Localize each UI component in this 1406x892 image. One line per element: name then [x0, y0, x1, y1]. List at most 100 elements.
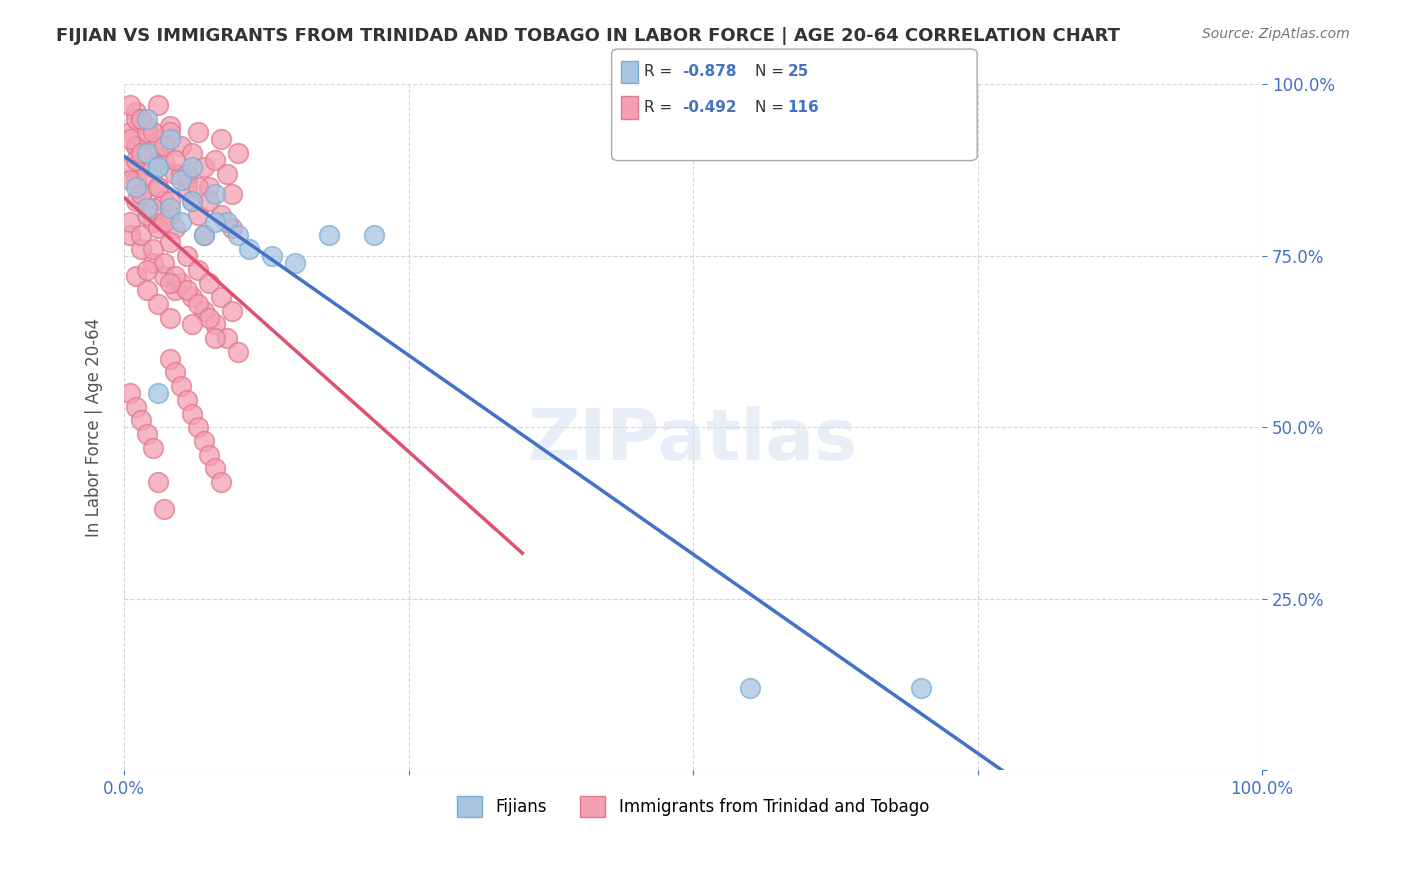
Point — [129, 146, 152, 161]
Point — [118, 214, 141, 228]
Point — [129, 228, 152, 243]
Point — [148, 297, 170, 311]
Point — [176, 283, 198, 297]
Point — [198, 310, 221, 325]
Point — [198, 194, 221, 208]
Point — [135, 167, 157, 181]
Point — [153, 214, 176, 228]
Point — [193, 434, 215, 448]
Point — [159, 208, 181, 222]
Point — [176, 249, 198, 263]
Point — [142, 242, 165, 256]
Point — [181, 194, 204, 208]
Point — [124, 180, 146, 194]
Point — [165, 221, 187, 235]
Point — [176, 180, 198, 194]
Point — [135, 153, 157, 167]
Point — [124, 153, 146, 167]
Point — [181, 407, 204, 421]
Point — [124, 173, 146, 187]
Point — [215, 167, 238, 181]
Point — [176, 392, 198, 407]
Point — [193, 228, 215, 243]
Point — [142, 160, 165, 174]
Point — [209, 208, 232, 222]
Point — [135, 201, 157, 215]
Point — [176, 173, 198, 187]
Point — [124, 139, 146, 153]
Point — [226, 228, 249, 243]
Text: R =: R = — [644, 64, 678, 78]
Point — [153, 502, 176, 516]
Point — [124, 400, 146, 414]
Point — [170, 173, 193, 187]
Point — [238, 242, 260, 256]
Point — [209, 132, 232, 146]
Point — [318, 228, 340, 243]
Point — [181, 290, 204, 304]
Point — [135, 146, 157, 161]
Point — [215, 331, 238, 345]
Point — [198, 180, 221, 194]
Text: FIJIAN VS IMMIGRANTS FROM TRINIDAD AND TOBAGO IN LABOR FORCE | AGE 20-64 CORRELA: FIJIAN VS IMMIGRANTS FROM TRINIDAD AND T… — [56, 27, 1121, 45]
Point — [204, 214, 226, 228]
Point — [129, 112, 152, 126]
Point — [187, 125, 209, 139]
Point — [204, 318, 226, 332]
Point — [181, 318, 204, 332]
Point — [148, 221, 170, 235]
Point — [170, 214, 193, 228]
Point — [176, 167, 198, 181]
Point — [159, 132, 181, 146]
Point — [129, 242, 152, 256]
Point — [738, 681, 761, 695]
Point — [193, 303, 215, 318]
Point — [135, 201, 157, 215]
Point — [204, 153, 226, 167]
Text: ZIPatlas: ZIPatlas — [529, 407, 858, 475]
Point — [153, 255, 176, 269]
Point — [159, 235, 181, 249]
Point — [165, 283, 187, 297]
Point — [193, 160, 215, 174]
Point — [148, 139, 170, 153]
Point — [204, 331, 226, 345]
Legend: Fijians, Immigrants from Trinidad and Tobago: Fijians, Immigrants from Trinidad and To… — [450, 789, 935, 823]
Point — [165, 153, 187, 167]
Point — [159, 201, 181, 215]
Point — [226, 344, 249, 359]
Point — [193, 228, 215, 243]
Text: -0.492: -0.492 — [682, 100, 737, 114]
Point — [260, 249, 283, 263]
Point — [135, 427, 157, 442]
Point — [187, 262, 209, 277]
Point — [221, 303, 243, 318]
Point — [148, 160, 170, 174]
Point — [129, 413, 152, 427]
Point — [129, 112, 152, 126]
Point — [187, 208, 209, 222]
Point — [165, 167, 187, 181]
Point — [148, 180, 170, 194]
Point — [129, 187, 152, 202]
Point — [159, 119, 181, 133]
Point — [159, 310, 181, 325]
Point — [153, 269, 176, 284]
Point — [118, 132, 141, 146]
Text: 116: 116 — [787, 100, 820, 114]
Point — [159, 194, 181, 208]
Point — [148, 160, 170, 174]
Text: 25: 25 — [787, 64, 808, 78]
Point — [148, 180, 170, 194]
Point — [153, 194, 176, 208]
Point — [170, 277, 193, 291]
Point — [118, 386, 141, 401]
Point — [187, 420, 209, 434]
Point — [181, 160, 204, 174]
Point — [118, 228, 141, 243]
Point — [181, 146, 204, 161]
Point — [118, 160, 141, 174]
Point — [910, 681, 932, 695]
Point — [181, 194, 204, 208]
Point — [124, 139, 146, 153]
